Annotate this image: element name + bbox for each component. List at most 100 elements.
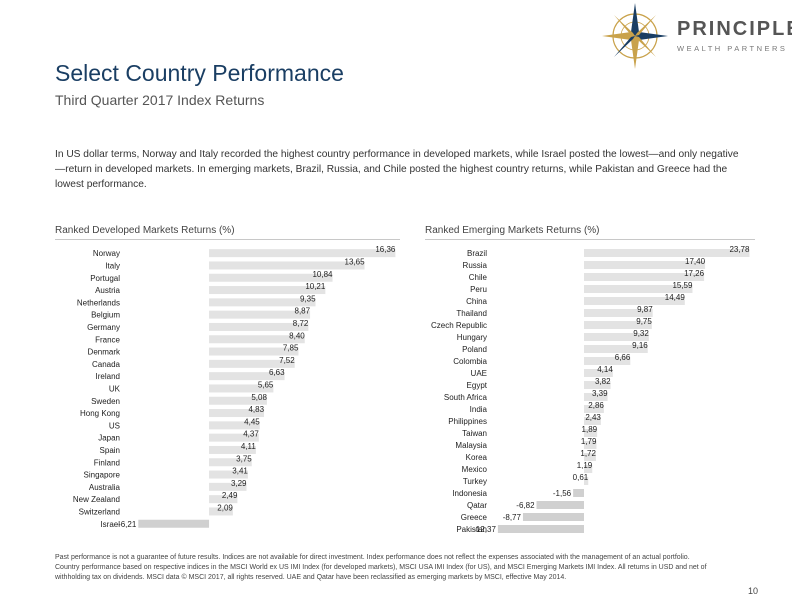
developed-category-label-us: US [109,421,120,430]
emerging-bar-peru [583,285,693,293]
emerging-category-label-egypt: Egypt [467,381,488,390]
developed-bar-singapore [209,470,248,479]
emerging-category-label-turkey: Turkey [463,477,487,486]
emerging-value-label-russia: 17,40 [685,257,706,266]
emerging-category-label-taiwan: Taiwan [462,429,487,438]
developed-value-label-ireland: 6,63 [269,368,285,377]
developed-bar-ireland [209,372,285,381]
emerging-category-label-malaysia: Malaysia [455,441,487,450]
emerging-value-label-pakistan: -12,37 [473,525,496,534]
developed-value-label-singapore: 3,41 [232,467,248,476]
developed-category-label-japan: Japan [98,434,120,443]
developed-bar-spain [209,445,256,454]
developed-bar-sweden [209,396,267,405]
intro-paragraph: In US dollar terms, Norway and Italy rec… [55,149,739,190]
emerging-category-label-qatar: Qatar [467,501,487,510]
developed-value-label-netherlands: 9,35 [300,294,316,303]
developed-value-label-germany: 8,72 [293,319,309,328]
developed-value-label-israel: -6,21 [118,520,137,529]
developed-category-label-france: France [95,335,120,344]
developed-bar-portugal [209,273,333,282]
developed-category-label-israel: Israel [100,520,120,529]
developed-category-label-austria: Austria [95,286,120,295]
emerging-category-label-uae: UAE [471,369,487,378]
developed-bar-finland [209,458,252,467]
emerging-bar-mexico [583,465,593,473]
emerging-bar-greece [522,513,584,521]
developed-value-label-japan: 4,37 [243,430,259,439]
developed-category-label-germany: Germany [87,323,120,332]
emerging-category-label-russia: Russia [463,261,488,270]
emerging-bar-thailand [583,309,653,317]
emerging-bar-pakistan [497,525,584,533]
emerging-category-label-hungary: Hungary [457,333,487,342]
developed-bar-denmark [209,347,299,356]
developed-category-label-switzerland: Switzerland [79,507,120,516]
developed-value-label-austria: 10,21 [305,282,326,291]
developed-bar-us [209,421,260,430]
developed-bar-canada [209,359,295,368]
developed-value-label-france: 8,40 [289,331,305,340]
emerging-value-label-mexico: 1,19 [577,461,593,470]
emerging-value-label-turkey: 0,61 [573,473,589,482]
developed-category-label-hong-kong: Hong Kong [80,409,120,418]
logo-tagline: WEALTH PARTNERS [677,44,788,53]
developed-bar-uk [209,384,274,393]
emerging-category-label-greece: Greece [461,513,488,522]
developed-bar-new-zealand [209,495,238,504]
emerging-category-label-pakistan: Pakistan [456,525,487,534]
company-logo: PRINCIPLE WEALTH PARTNERS [600,2,792,70]
emerging-value-label-thailand: 9,87 [637,305,653,314]
developed-chart-divider [55,239,400,240]
emerging-bar-philippines [583,417,601,425]
emerging-value-label-philippines: 2,43 [585,413,601,422]
developed-category-label-belgium: Belgium [91,311,120,320]
emerging-bar-hungary [583,333,649,341]
emerging-bar-colombia [583,357,631,365]
page-number: 10 [748,586,759,596]
page-subtitle: Third Quarter 2017 Index Returns [55,92,265,108]
emerging-bar-poland [583,345,648,353]
emerging-value-label-china: 14,49 [665,293,686,302]
emerging-value-label-uae: 4,14 [597,365,613,374]
developed-bar-switzerland [209,507,233,516]
developed-value-label-denmark: 7,85 [283,344,299,353]
emerging-category-label-thailand: Thailand [456,309,487,318]
emerging-bar-china [583,297,685,305]
emerging-value-label-hungary: 9,32 [633,329,649,338]
developed-category-label-australia: Australia [89,483,121,492]
developed-value-label-canada: 7,52 [279,356,295,365]
emerging-category-label-mexico: Mexico [462,465,488,474]
emerging-value-label-greece: -8,77 [503,513,522,522]
developed-bar-germany [209,322,309,331]
emerging-bar-indonesia [573,489,584,497]
emerging-bar-turkey [583,477,589,485]
developed-chart-title: Ranked Developed Markets Returns (%) [55,225,235,236]
developed-category-label-ireland: Ireland [96,372,120,381]
developed-value-label-sweden: 5,08 [251,393,267,402]
emerging-category-label-poland: Poland [462,345,487,354]
developed-bar-belgium [209,310,311,319]
emerging-value-label-poland: 9,16 [632,341,648,350]
emerging-category-label-korea: Korea [466,453,488,462]
compass-star-icon [602,3,668,69]
developed-category-label-norway: Norway [93,249,120,258]
developed-value-label-hong-kong: 4,83 [248,405,264,414]
emerging-value-label-qatar: -6,82 [516,501,535,510]
developed-bar-japan [209,433,259,442]
emerging-category-label-brazil: Brazil [467,249,487,258]
emerging-value-label-south-africa: 3,39 [592,389,608,398]
emerging-bar-uae [583,369,613,377]
developed-value-label-portugal: 10,84 [312,270,333,279]
developed-category-label-denmark: Denmark [88,348,121,357]
emerging-bar-egypt [583,381,611,389]
emerging-bar-south-africa [583,393,608,401]
emerging-bar-malaysia [583,441,597,449]
emerging-chart-divider [425,239,755,240]
developed-value-label-new-zealand: 2,49 [222,491,238,500]
developed-value-label-us: 4,45 [244,417,260,426]
developed-value-label-australia: 3,29 [231,479,247,488]
developed-category-label-portugal: Portugal [90,274,120,283]
emerging-category-label-india: India [470,405,488,414]
emerging-value-label-india: 2,86 [588,401,604,410]
